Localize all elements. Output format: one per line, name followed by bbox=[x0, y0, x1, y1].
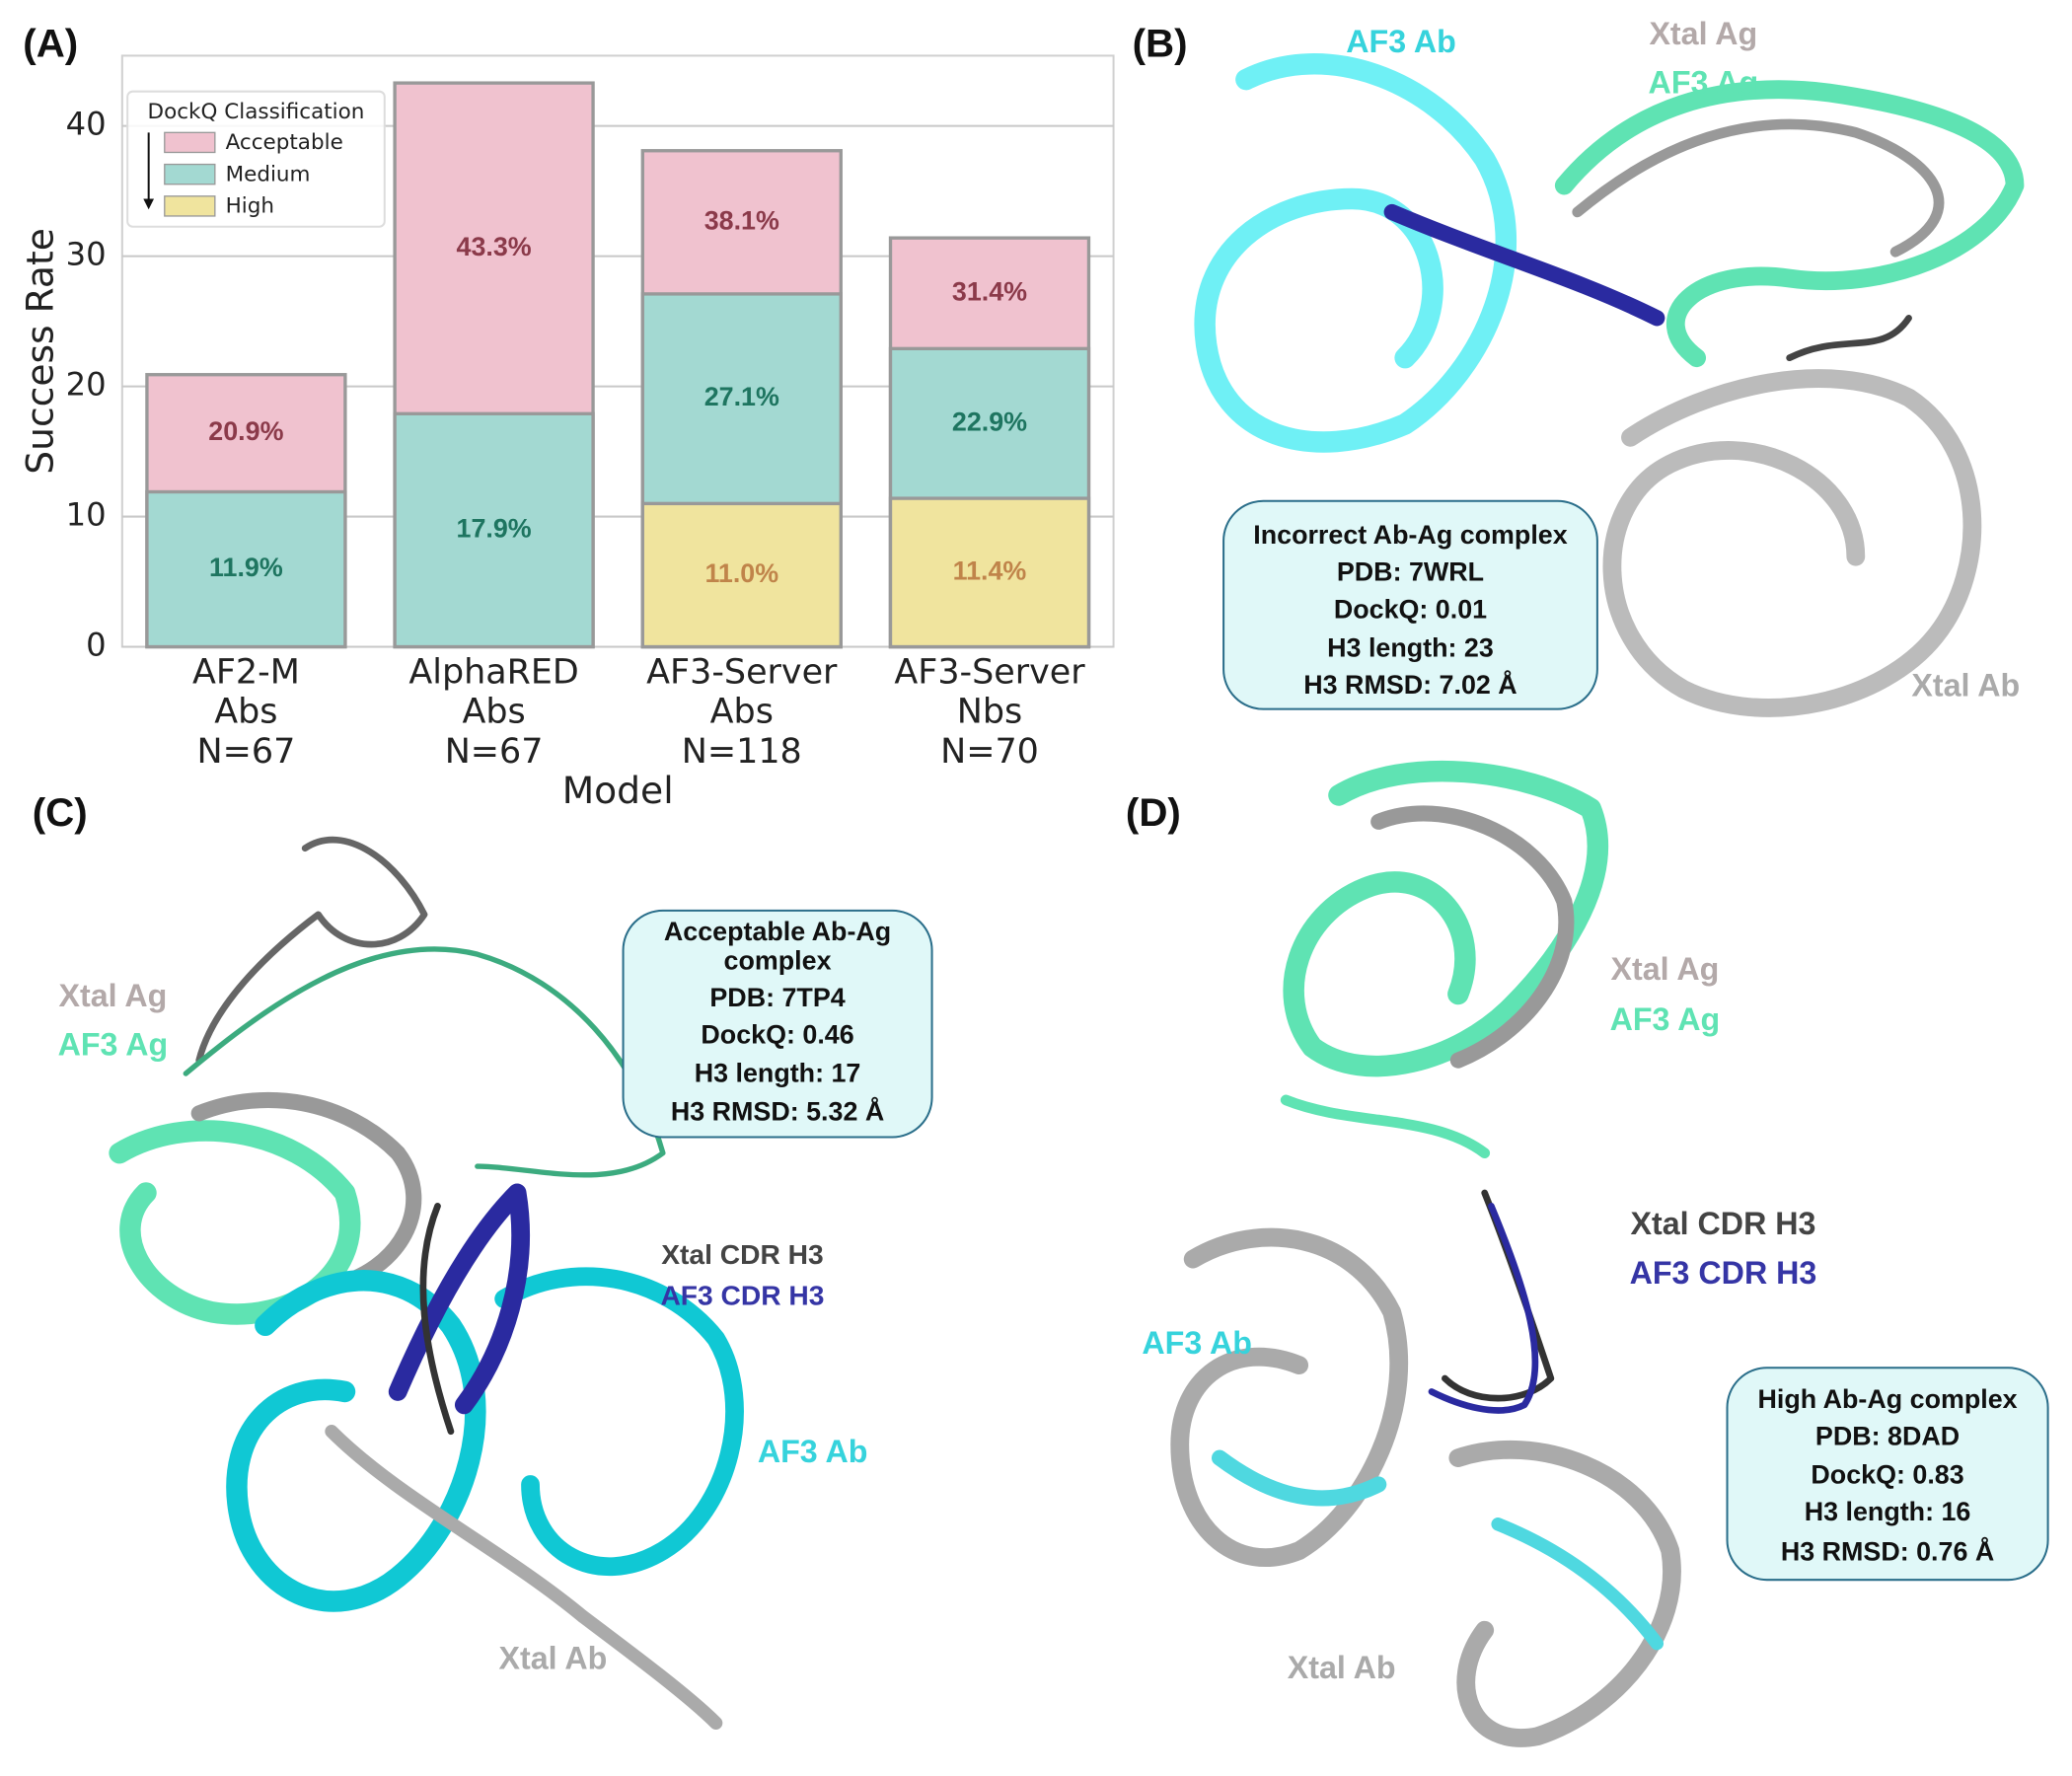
x-axis-label: Model bbox=[562, 769, 674, 812]
x-tick-label: N=70 bbox=[940, 732, 1039, 772]
structure-label: Xtal CDR H3 bbox=[661, 1238, 823, 1270]
y-tick-label: 40 bbox=[66, 106, 107, 143]
bar bbox=[145, 489, 347, 649]
x-tick-label: Abs bbox=[214, 693, 277, 732]
x-tick-label: Abs bbox=[462, 693, 525, 732]
value-label: 22.9% bbox=[952, 407, 1027, 436]
legend-swatch bbox=[164, 131, 216, 154]
panel-label: (B) bbox=[1133, 22, 1188, 66]
y-axis-label: Success Rate bbox=[19, 228, 62, 475]
value-label: 20.9% bbox=[208, 416, 283, 446]
y-tick-label: 20 bbox=[66, 366, 107, 404]
structure-label: Xtal Ab bbox=[498, 1641, 607, 1676]
panel-label: (D) bbox=[1126, 790, 1181, 835]
info-line: Incorrect Ab-Ag complex bbox=[1253, 520, 1567, 550]
x-tick-label: Abs bbox=[710, 693, 774, 732]
legend-box bbox=[126, 90, 386, 228]
value-label: 11.9% bbox=[209, 553, 283, 582]
structure-label: AF3 Ab bbox=[1142, 1325, 1252, 1361]
info-line: High Ab-Ag complex bbox=[1757, 1384, 2017, 1414]
legend-swatch bbox=[164, 195, 216, 217]
structure-label: AF3 Ab bbox=[1346, 24, 1456, 59]
structure-label: Xtal Ag bbox=[1649, 16, 1757, 51]
structure-d bbox=[1170, 760, 1681, 1747]
info-line: H3 RMSD: 7.02 Å bbox=[1303, 669, 1517, 700]
value-label: 43.3% bbox=[457, 232, 532, 261]
legend-arrowhead bbox=[143, 198, 155, 210]
legend-swatch bbox=[164, 163, 216, 185]
structure-label: AF3 Ag bbox=[1649, 64, 1759, 100]
info-line: Acceptable Ab-Ag bbox=[664, 917, 891, 946]
legend-title: DockQ Classification bbox=[148, 100, 365, 124]
value-label: 11.4% bbox=[953, 555, 1027, 585]
info-line: H3 length: 17 bbox=[695, 1058, 861, 1087]
structure-label: AF3 CDR H3 bbox=[1630, 1255, 1817, 1291]
info-line: H3 length: 16 bbox=[1805, 1497, 1971, 1526]
info-line: H3 RMSD: 5.32 Å bbox=[671, 1095, 884, 1126]
value-label: 38.1% bbox=[704, 205, 779, 235]
y-tick-label: 10 bbox=[66, 496, 107, 534]
value-label: 31.4% bbox=[952, 276, 1027, 306]
y-tick-label: 30 bbox=[66, 236, 107, 273]
info-line: DockQ: 0.83 bbox=[1811, 1460, 1963, 1490]
x-tick-label: Nbs bbox=[957, 693, 1022, 732]
bar bbox=[640, 501, 843, 649]
panel-label: (A) bbox=[23, 22, 78, 66]
structure-label: Xtal Ag bbox=[59, 978, 168, 1013]
info-box bbox=[1726, 1367, 2049, 1582]
structure-label: Xtal CDR H3 bbox=[1631, 1206, 1816, 1241]
info-line: H3 RMSD: 0.76 Å bbox=[1781, 1535, 1994, 1566]
info-line: PDB: 7WRL bbox=[1337, 557, 1484, 587]
info-line: DockQ: 0.01 bbox=[1334, 594, 1487, 624]
structure-label: AF3 Ag bbox=[58, 1027, 169, 1063]
structure-label: AF3 CDR H3 bbox=[660, 1280, 824, 1311]
x-tick-label: AlphaRED bbox=[408, 652, 578, 692]
x-tick-label: N=67 bbox=[197, 732, 296, 772]
structure-label: Xtal Ag bbox=[1610, 951, 1719, 987]
info-box bbox=[1222, 499, 1598, 710]
x-tick-label: N=67 bbox=[445, 732, 544, 772]
legend-label: High bbox=[226, 194, 274, 219]
info-box bbox=[622, 909, 933, 1139]
structure-label: AF3 Ag bbox=[1610, 1001, 1721, 1037]
structure-b bbox=[1194, 53, 2025, 717]
bar bbox=[888, 496, 1091, 649]
bar bbox=[393, 411, 595, 649]
x-tick-label: AF3-Server bbox=[894, 652, 1085, 692]
structure-label: Xtal Ab bbox=[1288, 1650, 1396, 1685]
structure-c bbox=[109, 836, 744, 1730]
x-tick-label: AF3-Server bbox=[646, 652, 838, 692]
info-line: PDB: 8DAD bbox=[1815, 1422, 1960, 1451]
y-tick-label: 0 bbox=[86, 627, 107, 664]
x-tick-label: AF2-M bbox=[192, 652, 300, 692]
info-line: DockQ: 0.46 bbox=[701, 1020, 853, 1050]
structure-label: AF3 Ab bbox=[758, 1434, 868, 1469]
value-label: 11.0% bbox=[704, 558, 778, 588]
x-tick-label: N=118 bbox=[682, 732, 802, 772]
legend-label: Medium bbox=[226, 162, 311, 186]
value-label: 17.9% bbox=[457, 514, 532, 544]
legend-label: Acceptable bbox=[226, 130, 343, 155]
info-line: PDB: 7TP4 bbox=[709, 983, 845, 1012]
structure-label: Xtal Ab bbox=[1911, 668, 2020, 703]
info-line: H3 length: 23 bbox=[1327, 632, 1494, 662]
panel-label: (C) bbox=[33, 790, 88, 835]
value-label: 27.1% bbox=[704, 382, 779, 411]
info-line: complex bbox=[724, 945, 832, 975]
